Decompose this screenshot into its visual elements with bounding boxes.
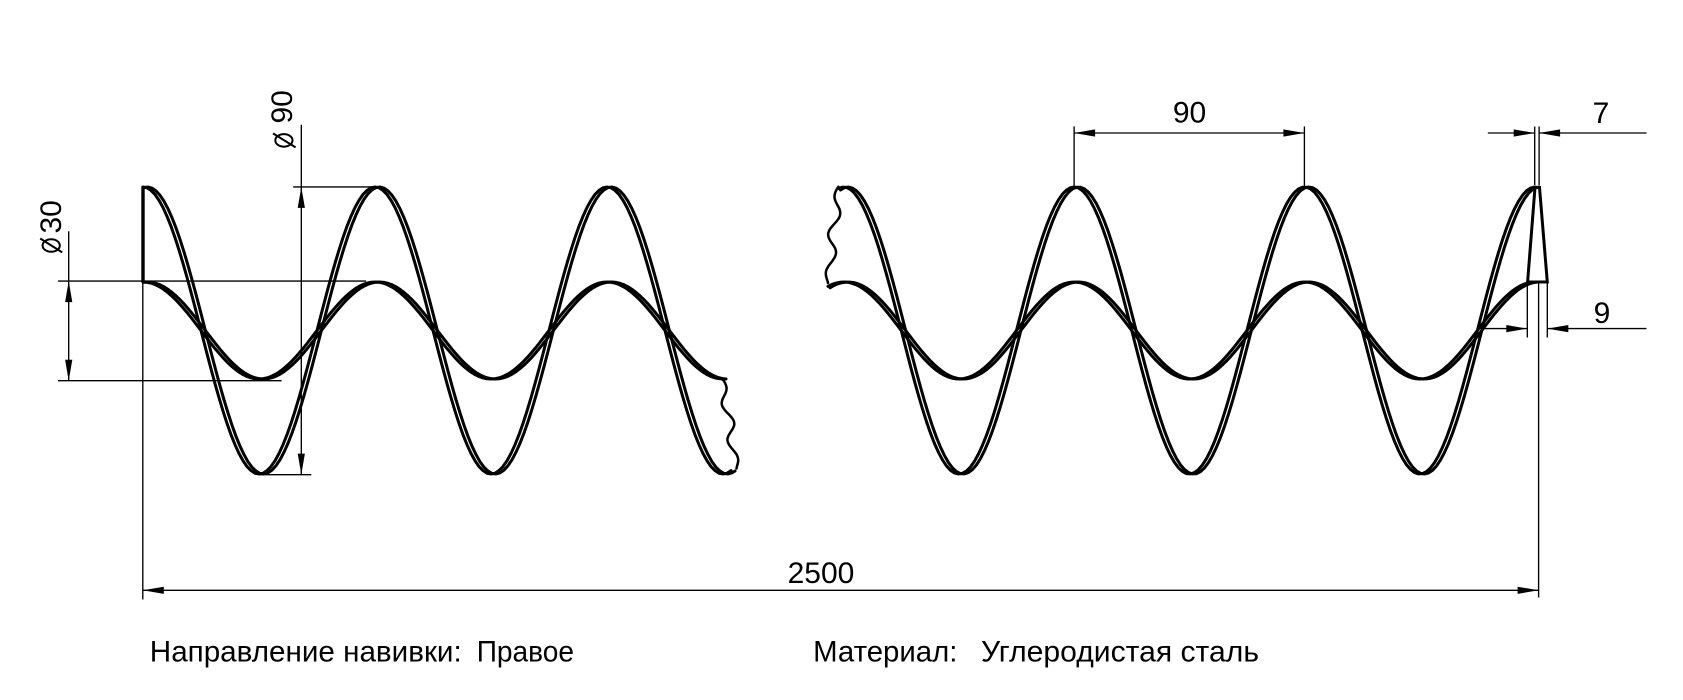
svg-text:90: 90 (1173, 97, 1206, 130)
svg-text:Правое: Правое (477, 636, 574, 669)
svg-text:9: 9 (1594, 297, 1611, 330)
svg-text:Направление навивки:: Направление навивки: (150, 636, 462, 669)
svg-text:Материал:: Материал: (813, 636, 957, 669)
svg-text:2500: 2500 (788, 557, 855, 590)
svg-text:Углеродистая сталь: Углеродистая сталь (981, 636, 1259, 669)
svg-text:90: 90 (266, 90, 299, 123)
svg-text:7: 7 (1593, 97, 1610, 130)
svg-text:30: 30 (35, 200, 68, 233)
